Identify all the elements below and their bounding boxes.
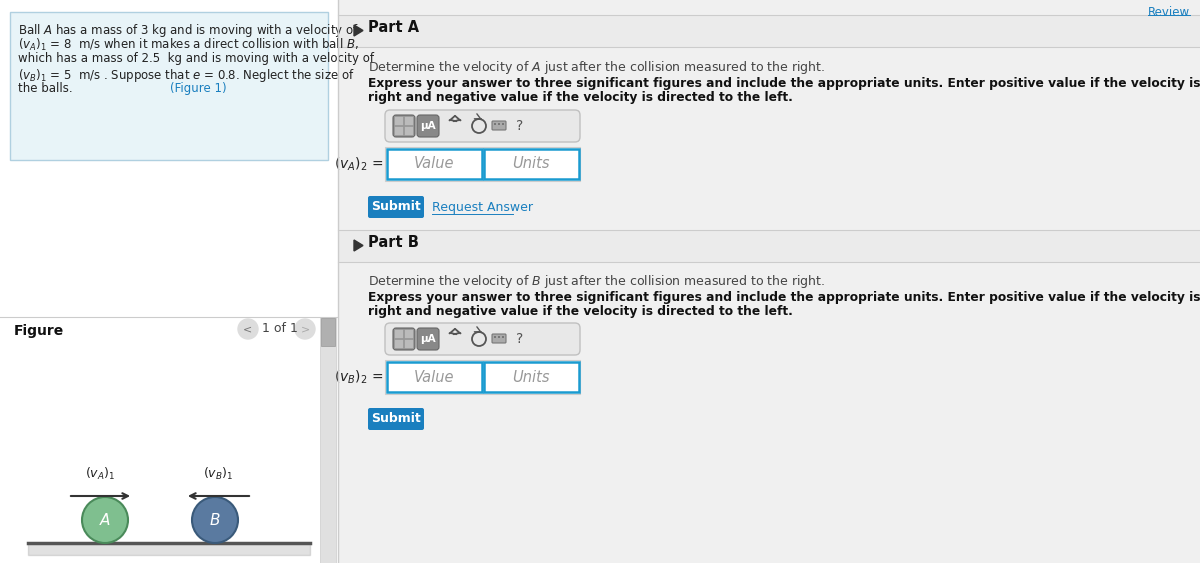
FancyBboxPatch shape [498,336,500,338]
FancyBboxPatch shape [394,115,415,137]
FancyBboxPatch shape [502,336,504,338]
Text: μA: μA [420,334,436,344]
Text: μA: μA [420,121,436,131]
Text: $(v_A)_1$: $(v_A)_1$ [85,466,115,482]
FancyBboxPatch shape [338,230,1200,262]
Text: Review: Review [1148,6,1190,19]
Text: Units: Units [512,157,550,172]
Text: Part A: Part A [368,20,419,35]
Circle shape [238,319,258,339]
FancyBboxPatch shape [404,126,413,135]
FancyBboxPatch shape [338,0,1200,563]
FancyBboxPatch shape [385,323,580,355]
FancyBboxPatch shape [385,110,580,142]
FancyBboxPatch shape [0,342,338,563]
Text: Units: Units [512,369,550,385]
FancyBboxPatch shape [385,360,580,394]
Text: right and negative value if the velocity is directed to the left.: right and negative value if the velocity… [368,305,793,318]
Text: (Figure 1): (Figure 1) [170,82,227,95]
Text: $(v_B)_1$: $(v_B)_1$ [203,466,233,482]
Text: $(v_B)_2$ =: $(v_B)_2$ = [334,368,383,386]
Text: 1 of 1: 1 of 1 [262,323,298,336]
FancyBboxPatch shape [386,362,482,392]
Text: Express your answer to three significant figures and include the appropriate uni: Express your answer to three significant… [368,77,1200,90]
FancyBboxPatch shape [494,336,496,338]
Polygon shape [354,25,364,36]
FancyBboxPatch shape [320,317,336,563]
Text: right and negative value if the velocity is directed to the left.: right and negative value if the velocity… [368,91,793,104]
FancyBboxPatch shape [394,116,403,125]
FancyBboxPatch shape [386,149,482,179]
Text: Determine the velocity of $\mathit{A}$ just after the collision measured to the : Determine the velocity of $\mathit{A}$ j… [368,59,826,76]
Polygon shape [354,240,364,251]
Text: >: > [300,324,310,334]
FancyBboxPatch shape [404,329,413,338]
FancyBboxPatch shape [394,339,403,348]
FancyBboxPatch shape [394,328,415,350]
FancyBboxPatch shape [394,329,403,338]
Circle shape [295,319,314,339]
FancyBboxPatch shape [494,123,496,125]
FancyBboxPatch shape [498,123,500,125]
Text: Submit: Submit [371,413,421,426]
Text: $\mathit{A}$: $\mathit{A}$ [98,512,112,528]
Text: Submit: Submit [371,200,421,213]
Text: Determine the velocity of $\mathit{B}$ just after the collision measured to the : Determine the velocity of $\mathit{B}$ j… [368,273,826,290]
Text: $(v_A)_2$ =: $(v_A)_2$ = [334,155,383,173]
Text: Part B: Part B [368,235,419,250]
Text: Express your answer to three significant figures and include the appropriate uni: Express your answer to three significant… [368,291,1200,304]
Circle shape [192,497,238,543]
Text: Value: Value [414,157,455,172]
FancyBboxPatch shape [404,339,413,348]
Text: the balls.: the balls. [18,82,77,95]
FancyBboxPatch shape [385,147,580,181]
Text: $(v_B)_1$ = 5  m/s . Suppose that $e$ = 0.8. Neglect the size of: $(v_B)_1$ = 5 m/s . Suppose that $e$ = 0… [18,67,355,84]
FancyBboxPatch shape [418,328,439,350]
Text: ?: ? [516,332,523,346]
Text: Value: Value [414,369,455,385]
Text: $(v_A)_1$ = 8  m/s when it makes a direct collision with ball $\mathit{B}$,: $(v_A)_1$ = 8 m/s when it makes a direct… [18,37,359,53]
FancyBboxPatch shape [10,12,328,160]
FancyBboxPatch shape [484,149,580,179]
Text: Ball $\mathit{A}$ has a mass of 3 kg and is moving with a velocity of: Ball $\mathit{A}$ has a mass of 3 kg and… [18,22,359,39]
FancyBboxPatch shape [394,126,403,135]
Text: which has a mass of 2.5  kg and is moving with a velocity of: which has a mass of 2.5 kg and is moving… [18,52,374,65]
FancyBboxPatch shape [484,362,580,392]
Text: <: < [244,324,253,334]
Text: Request Answer: Request Answer [432,200,533,213]
FancyBboxPatch shape [418,115,439,137]
FancyBboxPatch shape [368,408,424,430]
FancyBboxPatch shape [502,123,504,125]
Text: $\mathit{B}$: $\mathit{B}$ [209,512,221,528]
FancyBboxPatch shape [338,15,1200,47]
Text: ?: ? [516,119,523,133]
FancyBboxPatch shape [492,121,506,130]
FancyBboxPatch shape [404,116,413,125]
FancyBboxPatch shape [492,334,506,343]
FancyBboxPatch shape [322,318,335,346]
FancyBboxPatch shape [368,196,424,218]
Circle shape [82,497,128,543]
Text: Figure: Figure [14,324,65,338]
